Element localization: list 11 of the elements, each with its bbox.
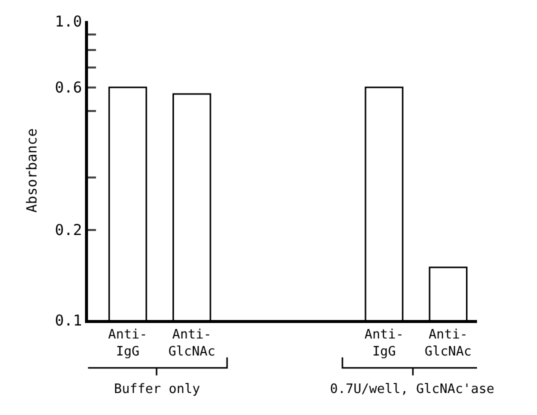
y-tick-label: 0.2 <box>54 221 82 240</box>
y-tick-label: 1.0 <box>54 12 82 30</box>
x-tick-label: Anti- GlcNAc <box>424 328 472 360</box>
y-tick-label: 0.6 <box>54 78 82 97</box>
text: 0.7U/well, GlcNAc'ase <box>330 382 495 397</box>
text: Buffer only <box>114 382 200 397</box>
x-tick-label: Anti- GlcNAc <box>168 328 216 360</box>
x-tick-label: Anti- IgG <box>108 328 148 360</box>
y-axis-title: Absorbance <box>24 128 41 213</box>
x-tick-label: Anti- IgG <box>364 328 404 360</box>
y-tick-label: 0.1 <box>54 311 82 330</box>
